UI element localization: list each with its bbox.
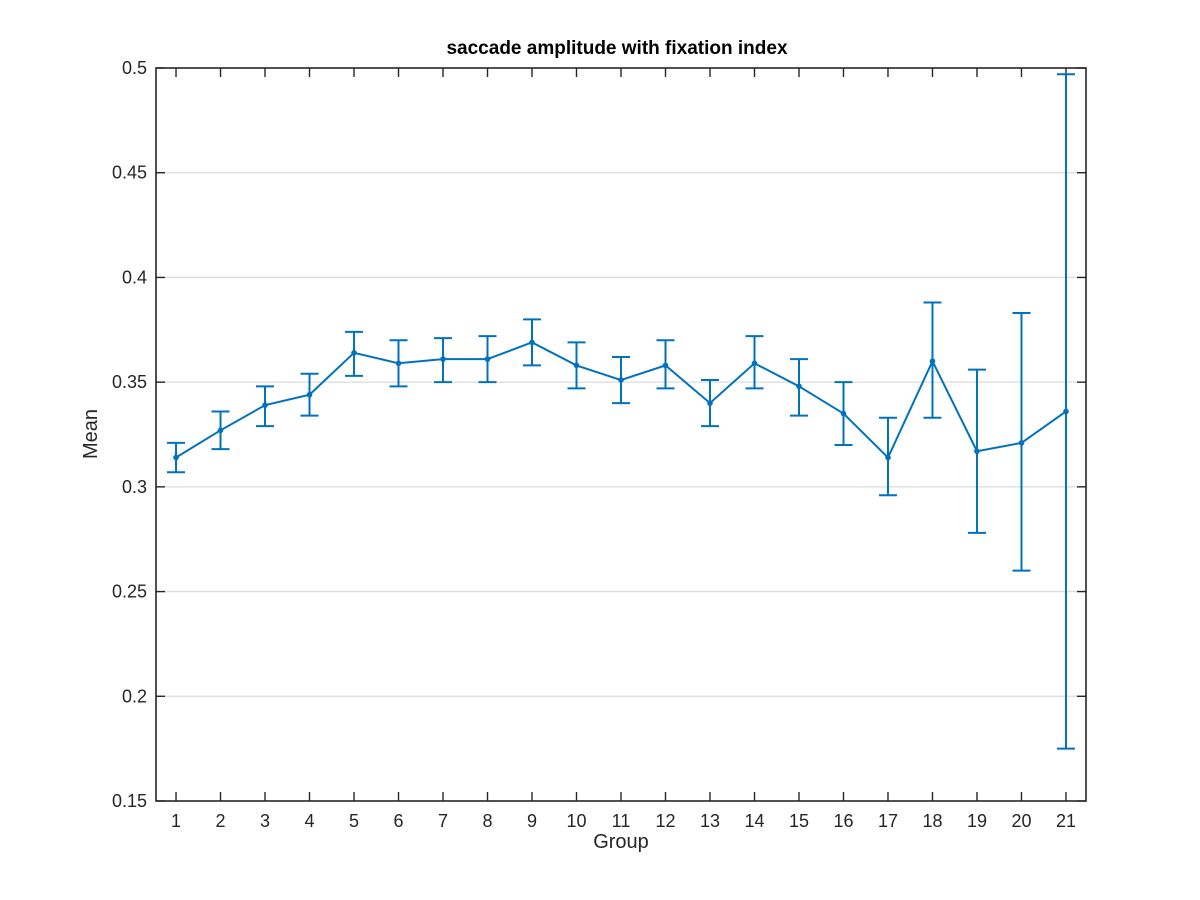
x-tick-label: 16 xyxy=(833,811,853,831)
x-tick-label: 10 xyxy=(566,811,586,831)
x-tick-label: 20 xyxy=(1011,811,1031,831)
data-point xyxy=(840,410,847,417)
y-tick-label: 0.3 xyxy=(122,477,147,497)
data-point xyxy=(974,448,980,455)
point-layer xyxy=(173,339,1069,461)
data-point xyxy=(618,377,624,383)
data-point xyxy=(707,400,713,406)
x-tick-label: 2 xyxy=(216,811,226,831)
x-tick-label: 15 xyxy=(789,811,809,831)
y-tick-label: 0.2 xyxy=(122,686,147,706)
y-axis-label: Mean xyxy=(80,409,102,459)
data-point xyxy=(484,356,491,362)
y-tick-label: 0.35 xyxy=(112,372,147,392)
x-tick-label: 4 xyxy=(305,811,315,831)
data-point xyxy=(440,356,446,362)
plot-frame xyxy=(155,67,1087,802)
axes-frame xyxy=(155,67,1087,802)
y-tick-label: 0.5 xyxy=(122,58,147,78)
x-tick-label: 5 xyxy=(349,811,359,831)
x-tick-label: 21 xyxy=(1056,811,1076,831)
x-tick-label: 7 xyxy=(438,811,448,831)
tick-layer: 0.150.20.250.30.350.40.450.51 2 3 4 5 6 7 8 9 10 1… xyxy=(112,58,1086,831)
data-point xyxy=(573,362,580,369)
x-tick-label: 18 xyxy=(922,811,942,831)
x-tick-label: 12 xyxy=(655,811,675,831)
data-point xyxy=(885,454,891,461)
chart-title: saccade amplitude with fixation index xyxy=(446,38,787,59)
y-tick-label: 0.4 xyxy=(122,267,147,287)
data-point xyxy=(173,454,179,461)
data-point xyxy=(796,383,802,390)
x-tick-label: 8 xyxy=(482,811,492,831)
error-bar-layer xyxy=(167,73,1075,750)
x-tick-label: 13 xyxy=(700,811,720,831)
x-tick-label: 1 xyxy=(171,811,181,831)
data-point xyxy=(1063,408,1069,415)
x-tick-label: 9 xyxy=(527,811,537,831)
data-point xyxy=(306,391,313,398)
data-point xyxy=(262,402,268,408)
data-point xyxy=(529,339,535,346)
data-point xyxy=(751,360,758,367)
x-tick-label: 6 xyxy=(394,811,404,831)
data-point xyxy=(929,358,936,365)
x-tick-label: 11 xyxy=(612,811,631,831)
grid-layer xyxy=(156,172,1086,697)
data-point xyxy=(351,350,357,356)
data-point xyxy=(662,362,669,369)
data-point xyxy=(395,360,402,367)
x-axis-label: Group xyxy=(593,831,649,853)
y-tick-label: 0.45 xyxy=(112,163,147,183)
x-tick-label: 19 xyxy=(967,811,987,831)
y-tick-label: 0.15 xyxy=(112,791,147,811)
data-point xyxy=(217,427,224,434)
x-tick-label: 17 xyxy=(878,811,898,831)
y-tick-label: 0.25 xyxy=(112,582,147,602)
x-tick-label: 14 xyxy=(744,811,764,831)
data-point xyxy=(1018,440,1025,446)
x-tick-label: 3 xyxy=(260,811,270,831)
